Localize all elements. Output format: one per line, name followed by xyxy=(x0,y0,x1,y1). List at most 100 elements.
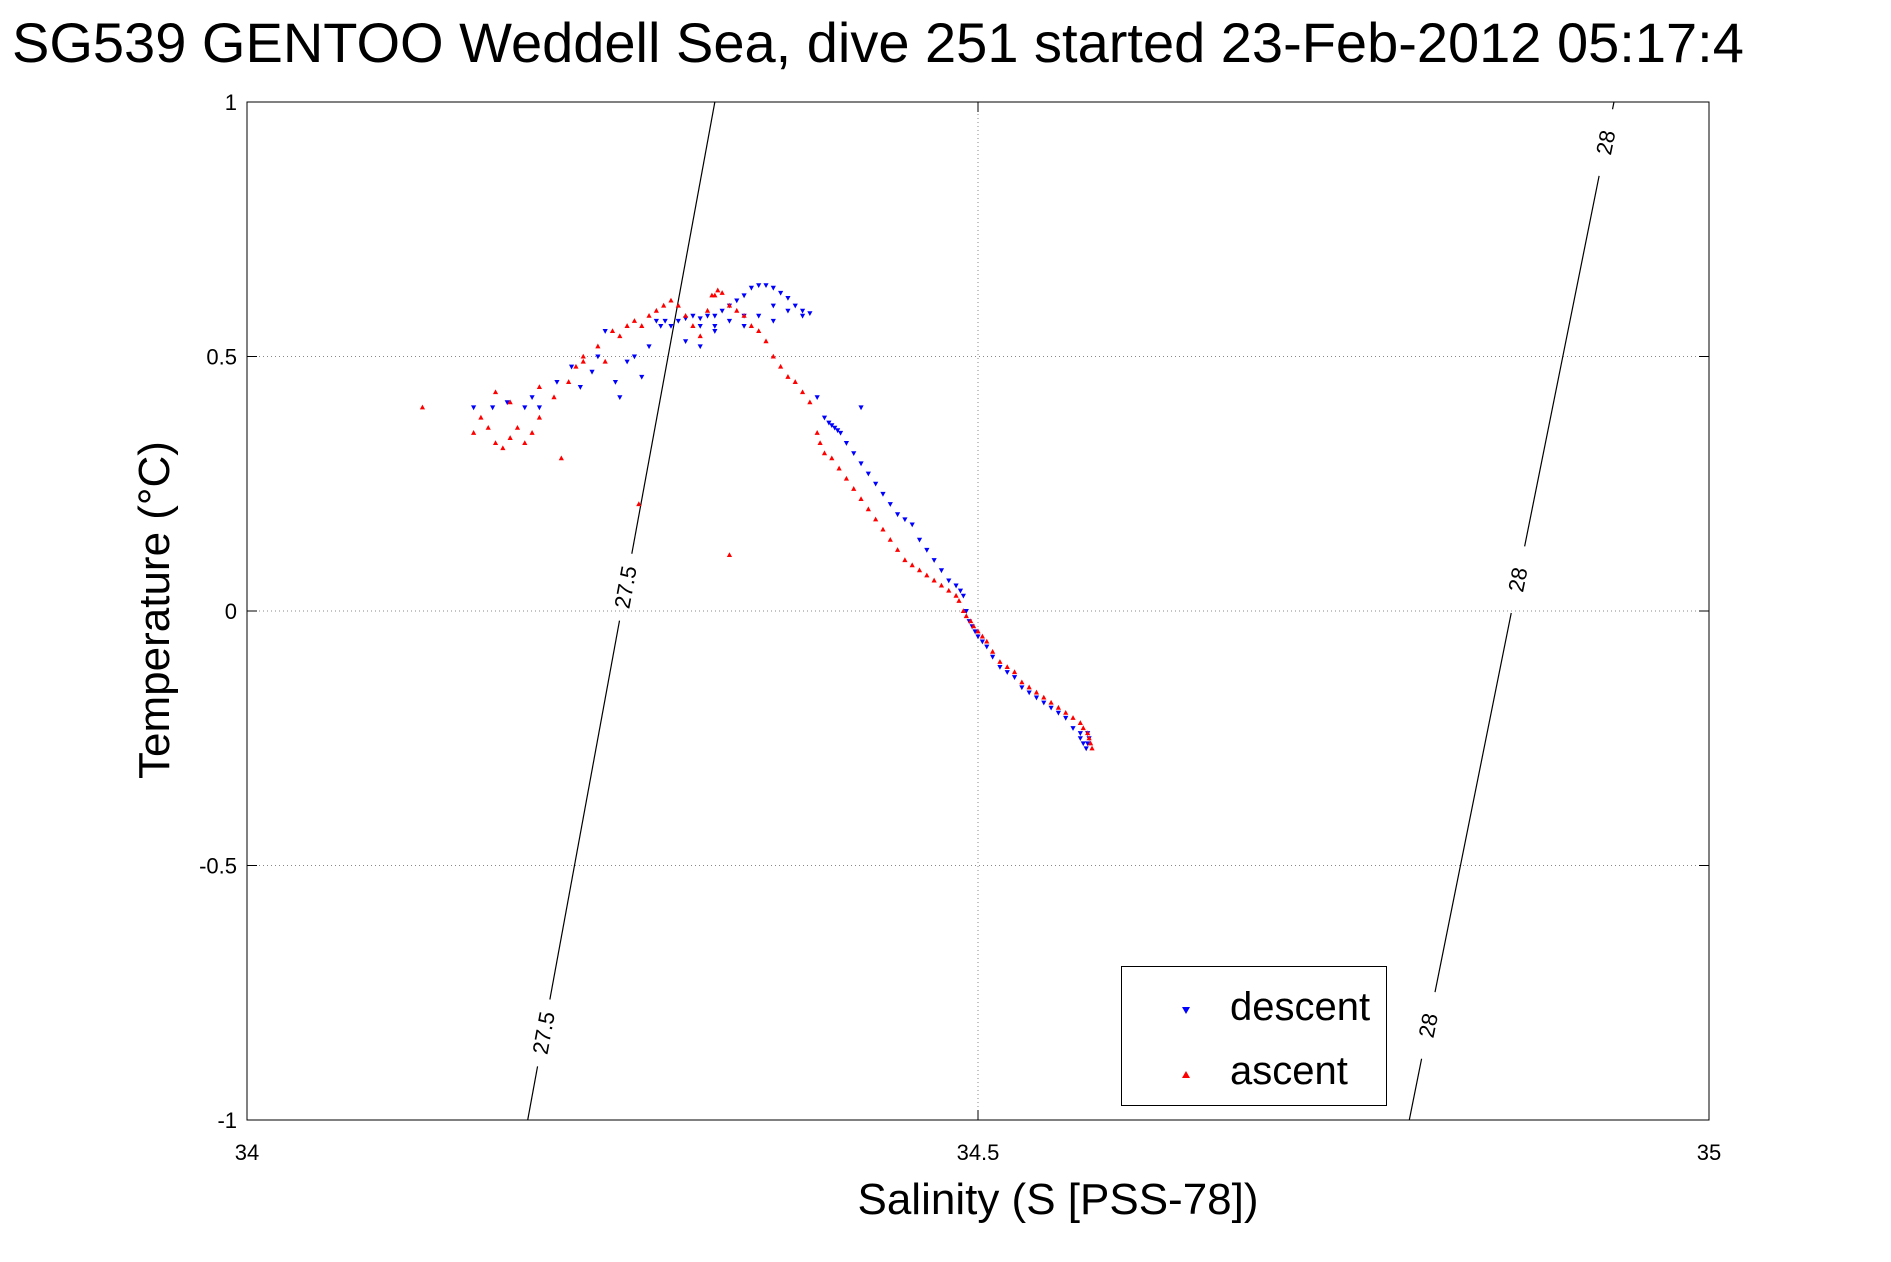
ascent-point xyxy=(683,312,689,318)
descent-point xyxy=(880,491,886,497)
descent-point xyxy=(756,313,762,319)
descent-point xyxy=(909,522,915,528)
ascent-point xyxy=(997,659,1003,664)
descent-point xyxy=(577,385,583,390)
ascent-point xyxy=(726,302,733,308)
descent-point xyxy=(741,323,747,329)
ascent-point xyxy=(1033,689,1040,695)
ascent-point xyxy=(865,506,871,512)
descent-point xyxy=(690,313,696,319)
descent-point xyxy=(826,420,832,426)
ascent-point xyxy=(807,399,813,405)
descent-point xyxy=(646,344,652,350)
ascent-point xyxy=(580,353,586,359)
descent-point xyxy=(471,405,477,411)
ascent-point xyxy=(843,475,850,481)
descent-point xyxy=(726,318,733,324)
legend: descent ascent xyxy=(1121,966,1387,1106)
descent-point xyxy=(865,471,871,477)
ascent-point xyxy=(960,608,966,613)
ascent-point xyxy=(609,328,616,334)
ascent-point xyxy=(894,547,901,552)
descent-point xyxy=(712,323,718,329)
isopycnal-label: 28 xyxy=(1503,565,1532,594)
isopycnal-segment xyxy=(1408,1058,1423,1121)
ascent-point xyxy=(770,353,776,359)
descent-point xyxy=(697,323,703,329)
descent-point xyxy=(924,547,930,553)
descent-point xyxy=(990,654,996,660)
ascent-point xyxy=(1077,720,1083,725)
ascent-point xyxy=(636,501,642,507)
descent-point xyxy=(835,428,841,434)
ascent-point xyxy=(931,577,937,583)
descent-point xyxy=(799,313,806,319)
descent-point xyxy=(902,517,908,523)
ascent-point xyxy=(748,323,754,328)
ascent-point xyxy=(821,450,828,456)
ascent-point xyxy=(522,440,528,446)
descent-point xyxy=(1019,685,1025,691)
ascent-point xyxy=(1026,684,1032,690)
descent-point xyxy=(843,441,850,446)
isopycnal-segment xyxy=(631,101,716,554)
ascent-point xyxy=(829,455,835,461)
ascent-point xyxy=(595,343,601,349)
ascent-point xyxy=(792,379,798,384)
descent-point xyxy=(873,481,879,487)
ascent-point xyxy=(1041,694,1047,700)
ascent-point xyxy=(704,307,711,313)
descent-point xyxy=(617,395,623,401)
ascent-point xyxy=(946,587,952,593)
descent-point xyxy=(938,568,945,574)
ascent-point xyxy=(880,526,886,532)
descent-point xyxy=(785,308,791,314)
ascent-point xyxy=(653,307,659,313)
x-axis-label: Salinity (S [PSS-78]) xyxy=(857,1175,1259,1224)
ascent-point xyxy=(956,598,962,603)
descent-point xyxy=(536,405,542,411)
descent-point xyxy=(668,323,674,329)
descent-point xyxy=(814,395,820,401)
ascent-point xyxy=(814,430,820,435)
descent-point xyxy=(1077,736,1083,742)
ascent-point xyxy=(712,292,718,298)
ascent-point xyxy=(1011,669,1018,675)
legend-item-ascent: ascent xyxy=(1122,1045,1386,1105)
descent-point xyxy=(1077,731,1083,736)
ascent-point xyxy=(646,312,652,318)
descent-point xyxy=(683,339,689,345)
x-tick-label: 34.5 xyxy=(957,1140,1000,1165)
ascent-point xyxy=(419,404,426,410)
ascent-point xyxy=(631,318,638,323)
descent-point xyxy=(821,415,828,421)
descent-marker-icon xyxy=(1182,1007,1190,1014)
descent-point xyxy=(719,308,725,314)
ascent-point xyxy=(624,323,630,328)
descent-point xyxy=(1070,726,1076,731)
descent-point xyxy=(851,451,857,457)
ascent-point xyxy=(485,424,491,430)
ascent-point xyxy=(507,399,513,405)
descent-point xyxy=(504,400,510,406)
isopycnal-segment xyxy=(549,620,621,1000)
descent-point xyxy=(704,313,711,319)
ascent-point xyxy=(1055,704,1062,710)
descent-point xyxy=(832,425,838,431)
ascent-point xyxy=(690,323,696,328)
ascent-point xyxy=(507,435,513,440)
descent-point xyxy=(675,318,681,324)
y-tick-label: 0.5 xyxy=(206,345,237,370)
y-tick-label: 1 xyxy=(225,90,237,115)
ascent-point xyxy=(916,567,923,573)
descent-point xyxy=(770,285,776,291)
ascent-point xyxy=(909,562,915,568)
ascent-point xyxy=(902,557,908,563)
isopycnal-label: 27.5 xyxy=(609,564,641,611)
descent-point xyxy=(1041,700,1047,706)
descent-point xyxy=(963,609,969,614)
descent-point xyxy=(837,430,844,436)
ascent-point xyxy=(756,328,762,334)
ascent-point xyxy=(785,374,791,379)
